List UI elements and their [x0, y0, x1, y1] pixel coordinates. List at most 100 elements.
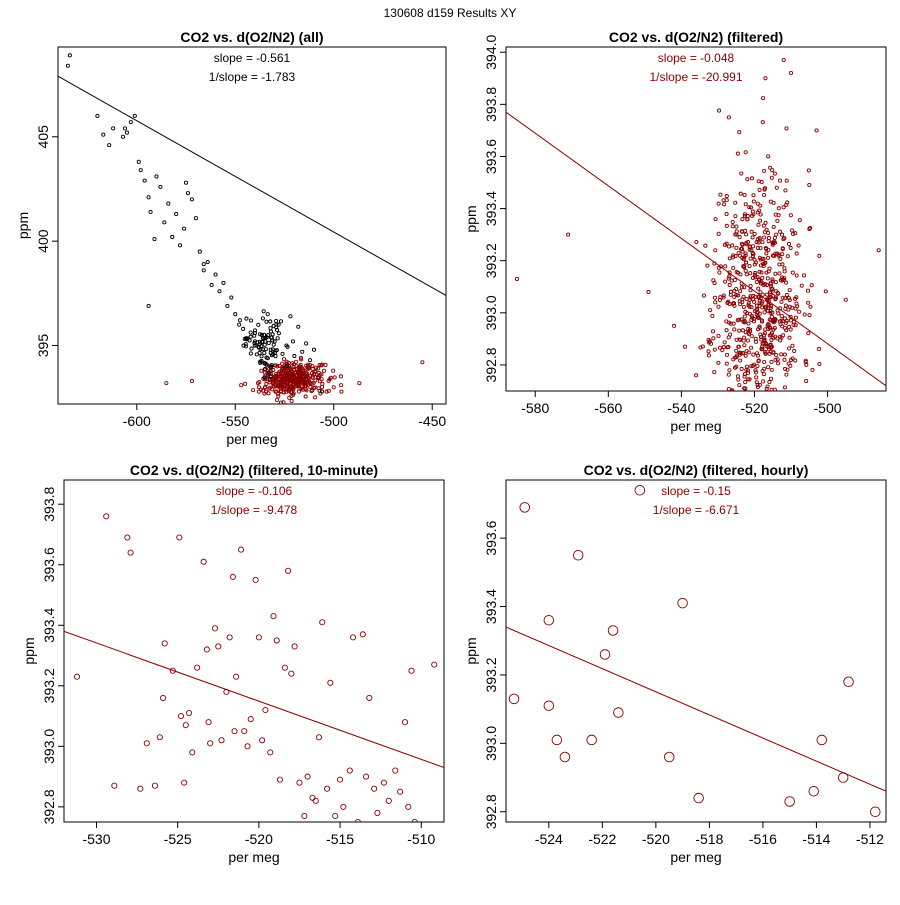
chart-1-point-all	[158, 184, 163, 189]
chart-2-point-filtered	[782, 326, 788, 331]
chart-2-y-tick-label: 393.6	[483, 139, 499, 174]
chart-1-point-filtered	[317, 362, 322, 368]
chart-2-point-filtered	[728, 332, 733, 337]
chart-2-point-filtered	[781, 57, 786, 63]
chart-2-point-filtered	[716, 333, 721, 339]
chart-2-point-filtered	[757, 269, 762, 274]
chart-1-point-all	[146, 303, 151, 308]
chart-2-point-filtered	[791, 231, 796, 236]
chart-3-x-tick-label: -525	[164, 831, 192, 847]
chart-2-y-tick-label: 393.0	[483, 295, 499, 330]
chart-2-point-filtered	[758, 212, 763, 217]
chart-3-x-tick-label: -510	[407, 831, 435, 847]
chart-2-point-filtered	[760, 341, 765, 346]
chart-2-point-filtered	[797, 218, 802, 223]
chart-1-point-filtered	[305, 381, 310, 386]
chart-2-point-filtered	[730, 243, 735, 248]
chart-2-point-filtered	[744, 232, 749, 237]
chart-2-point-filtered	[788, 314, 793, 319]
chart-2-point-filtered	[705, 263, 710, 268]
chart-1-point-all	[225, 303, 230, 308]
chart-1-point-filtered	[319, 385, 325, 390]
chart-2-point-filtered	[740, 249, 745, 254]
chart-3-point-10-minute	[411, 818, 418, 822]
chart-2-point-filtered	[786, 241, 792, 247]
chart-3-point-10-minute	[340, 803, 347, 810]
chart-3-y-tick-label: 393.8	[41, 486, 57, 521]
chart-3-point-10-minute	[127, 549, 134, 556]
chart-1-point-filtered	[321, 368, 327, 373]
chart-2-point-filtered	[758, 290, 763, 295]
chart-2-point-filtered	[788, 398, 791, 401]
chart-2-point-filtered	[711, 336, 716, 341]
chart-1-point-filtered	[289, 371, 295, 376]
chart-2-point-filtered	[748, 256, 753, 261]
chart-1-point-filtered	[276, 381, 281, 386]
chart-2-point-filtered	[754, 279, 759, 285]
chart-2-x-tick-label: -540	[667, 400, 695, 416]
chart-2-point-filtered	[779, 232, 785, 237]
chart-1-point-all	[136, 159, 141, 164]
chart-1-point-all	[152, 237, 157, 242]
chart-2-point-filtered	[778, 256, 783, 261]
chart-2-point-filtered	[749, 176, 755, 181]
chart-2-point-filtered	[753, 370, 759, 375]
chart-3-point-10-minute	[385, 797, 392, 804]
chart-1-point-filtered	[290, 385, 295, 390]
chart-2-point-filtered	[743, 380, 748, 385]
chart-2-point-filtered	[754, 380, 759, 385]
chart-2-point-filtered	[770, 396, 773, 399]
chart-2-point-filtered	[753, 368, 758, 373]
chart-4-point-hourly	[559, 751, 571, 763]
chart-2-point-filtered	[787, 335, 792, 340]
chart-1-point-filtered	[291, 362, 296, 367]
chart-3-inv-slope-label: 1/slope = -9.478	[211, 503, 298, 517]
chart-2-point-filtered	[764, 386, 769, 391]
chart-1-point-filtered	[251, 388, 256, 393]
chart-2-point-filtered	[779, 313, 784, 318]
chart-3-slope-label: slope = -0.106	[216, 484, 293, 498]
chart-2-point-filtered	[794, 251, 799, 256]
chart-1-point-filtered	[278, 385, 283, 391]
chart-3-points	[73, 513, 438, 822]
chart-2-point-filtered	[773, 334, 778, 339]
chart-1-point-filtered	[164, 381, 169, 386]
chart-2-point-filtered	[782, 352, 787, 357]
chart-1-point-all	[264, 355, 269, 360]
chart-2-point-filtered	[745, 371, 751, 376]
chart-2-point-filtered	[724, 328, 729, 333]
chart-4-x-axis-label: per meg	[670, 849, 721, 865]
chart-3-point-10-minute	[374, 809, 381, 816]
chart-2-point-filtered	[746, 321, 751, 326]
chart-1-point-all	[257, 339, 262, 344]
chart-2-point-filtered	[754, 351, 760, 356]
chart-2-point-filtered	[784, 318, 789, 323]
chart-2-point-filtered	[747, 205, 752, 210]
chart-2-point-filtered	[758, 332, 763, 337]
chart-2-point-filtered	[788, 363, 793, 368]
chart-3-point-10-minute	[288, 670, 295, 677]
chart-2-point-filtered	[737, 328, 742, 333]
chart-2-point-filtered	[802, 312, 807, 317]
chart-1-point-filtered	[277, 374, 282, 379]
chart-1-point-all	[274, 348, 279, 353]
chart-2-point-filtered	[716, 304, 721, 309]
chart-2-point-filtered	[731, 253, 736, 258]
chart-2-point-filtered	[713, 248, 718, 253]
chart-2-point-filtered	[743, 330, 748, 335]
chart-2-point-filtered	[781, 333, 786, 338]
chart-2-point-filtered	[775, 395, 778, 398]
chart-2-point-filtered	[764, 292, 769, 297]
chart-3-point-10-minute	[124, 534, 131, 541]
chart-1-point-all	[278, 319, 283, 324]
chart-2-point-filtered	[760, 275, 765, 280]
chart-2-point-filtered	[767, 394, 770, 397]
chart-2-point-filtered	[725, 352, 730, 357]
chart-1-point-filtered	[276, 394, 281, 399]
chart-2-point-filtered	[738, 191, 743, 196]
chart-3-point-10-minute	[401, 719, 409, 726]
chart-2-point-filtered	[747, 377, 752, 382]
chart-3-point-10-minute	[366, 694, 373, 701]
chart-2-point-filtered	[757, 277, 762, 282]
